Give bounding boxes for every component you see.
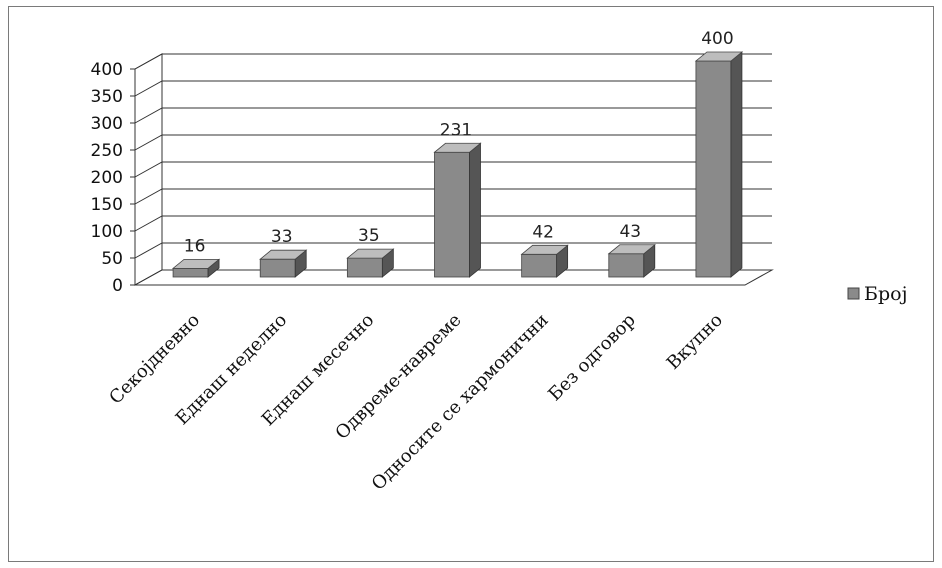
gridline (134, 269, 772, 286)
bar (259, 249, 308, 278)
gridline (134, 53, 772, 70)
gridline (134, 80, 772, 97)
y-tick-label: 300 (91, 114, 123, 134)
bar (171, 258, 221, 278)
y-tick-label: 250 (91, 141, 123, 161)
bar (433, 142, 482, 278)
gridline (134, 188, 772, 205)
y-tick-label: 400 (91, 60, 123, 80)
data-label: 42 (532, 222, 554, 242)
data-label: 400 (701, 29, 733, 49)
bar-top (346, 248, 395, 259)
bar-front (434, 151, 470, 278)
data-label: 16 (184, 236, 206, 256)
y-tick-label: 50 (101, 249, 123, 269)
legend-swatch (847, 287, 860, 300)
bars (171, 51, 744, 278)
y-tick-label: 0 (112, 276, 123, 296)
bar (346, 248, 395, 278)
bar-front (521, 253, 558, 278)
legend-label: Број (864, 283, 907, 305)
bar-side (469, 142, 481, 278)
bar-top (171, 258, 221, 269)
data-label: 43 (619, 222, 641, 242)
bar-front (259, 258, 296, 278)
data-label: 35 (358, 226, 380, 246)
data-label: 231 (440, 120, 472, 140)
bar-front (172, 267, 209, 278)
bar-front (346, 257, 383, 278)
data-label: 33 (271, 227, 293, 247)
bar-top (259, 249, 308, 260)
gridlines (130, 53, 772, 286)
gridline (134, 242, 772, 259)
y-tick-label: 200 (91, 168, 123, 188)
bar-top (520, 244, 569, 255)
gridline (134, 107, 772, 124)
bar-front (608, 253, 645, 278)
x-tick-label: Односите се хармонични (368, 310, 553, 495)
y-tick-label: 100 (91, 222, 123, 242)
data-labels: 16 33 35 231 42 43 400 (184, 29, 734, 256)
bar-side (730, 51, 743, 278)
bar (694, 51, 744, 278)
gridline (134, 215, 772, 232)
bar (520, 244, 569, 278)
bar (607, 243, 656, 278)
x-tick-label: Секојдневно (105, 310, 204, 409)
y-axis-ticks: 0 50 100 150 200 250 300 350 400 (91, 60, 123, 296)
bar-top (433, 142, 482, 153)
x-tick-label: Без одговор (544, 310, 640, 406)
gridline (134, 134, 772, 151)
y-tick-label: 350 (91, 87, 123, 107)
x-tick-label: Вкупно (663, 310, 727, 374)
legend: Број (847, 283, 907, 305)
y-tick-label: 150 (91, 195, 123, 215)
gridline (134, 161, 772, 178)
bar-top (607, 244, 656, 255)
bar-front (695, 60, 732, 278)
bar-top (694, 51, 744, 62)
